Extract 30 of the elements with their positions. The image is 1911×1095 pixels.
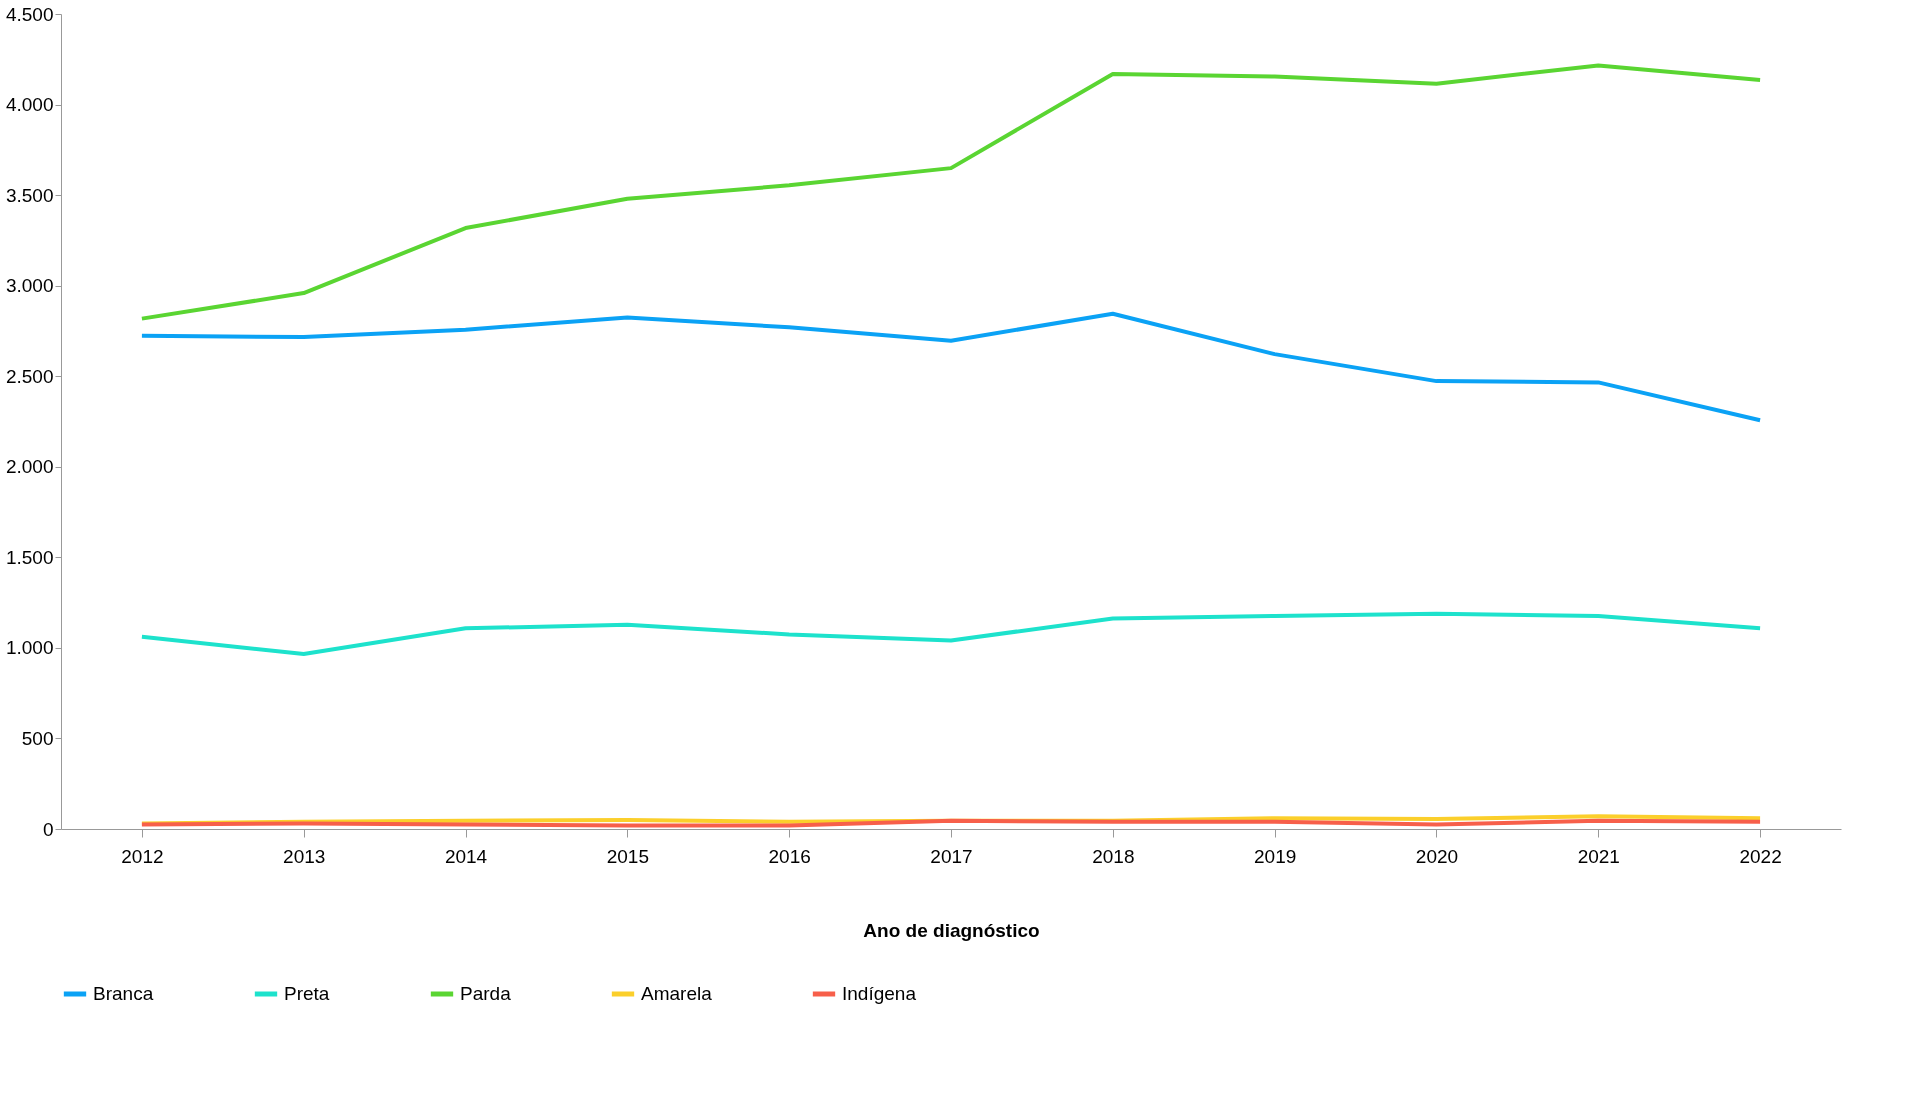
y-tick-label: 500 — [21, 727, 54, 749]
y-tick-label: 3.000 — [5, 275, 54, 297]
line-series — [139, 63, 1763, 321]
y-tick-label: 4.000 — [5, 94, 54, 116]
legend-label: Parda — [460, 983, 512, 1004]
y-tick-label: 2.500 — [5, 365, 54, 387]
y-tick-label: 0 — [42, 818, 54, 840]
x-tick-label: 2020 — [1415, 845, 1459, 867]
y-tick-label: 1.000 — [5, 637, 54, 659]
x-tick-label: 2022 — [1739, 845, 1782, 867]
line-series — [139, 311, 1763, 423]
x-tick-label: 2021 — [1577, 845, 1620, 867]
legend-label: Amarela — [641, 983, 713, 1004]
x-tick-label: 2018 — [1092, 845, 1135, 867]
x-tick-label: 2017 — [930, 845, 973, 867]
x-tick-label: 2016 — [768, 845, 811, 867]
x-tick-label: 2014 — [444, 845, 488, 867]
legend-label: Indígena — [842, 983, 917, 1004]
line-series — [139, 611, 1763, 657]
y-tick-label: 3.500 — [5, 184, 54, 206]
legend-label: Preta — [284, 983, 330, 1004]
x-axis-title: Ano de diagnóstico — [863, 919, 1040, 941]
y-tick-label: 4.500 — [5, 3, 54, 25]
x-tick-label: 2013 — [283, 845, 326, 867]
x-tick-label: 2012 — [121, 845, 164, 867]
y-tick-label: 2.000 — [5, 456, 54, 478]
x-tick-label: 2015 — [606, 845, 649, 867]
x-tick-label: 2019 — [1254, 845, 1297, 867]
legend-label: Branca — [93, 983, 154, 1004]
y-tick-label: 1.500 — [5, 546, 54, 568]
